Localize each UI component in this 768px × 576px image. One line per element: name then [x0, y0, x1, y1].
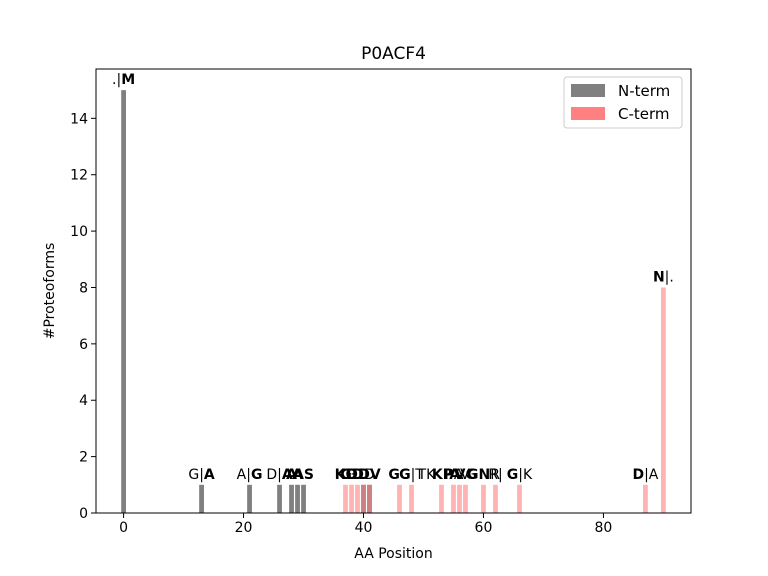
bar-c-term-40	[361, 484, 366, 513]
y-tick-label: 8	[79, 280, 88, 296]
bar-annotation: PA	[444, 467, 464, 483]
bar-annotation: GD	[340, 467, 362, 483]
bar-annotation: A	[292, 467, 303, 483]
legend: N-term C-term	[563, 76, 683, 129]
bar-annotation: DV	[358, 467, 381, 483]
x-tick-label: 60	[475, 520, 493, 536]
x-tick-label: 20	[235, 520, 253, 536]
y-tick-label: 0	[79, 506, 88, 522]
bar-c-term-53	[439, 484, 444, 513]
y-tick-label: 12	[70, 168, 88, 184]
x-axis-label: AA Position	[354, 546, 433, 562]
bar-annotation: VG	[455, 467, 477, 483]
bar-annotation: A|G	[237, 467, 263, 483]
bar-c-term-60	[481, 484, 486, 513]
bar-c-term-87	[643, 484, 648, 513]
bar-c-term-55	[451, 484, 456, 513]
bar-c-term-46	[397, 484, 402, 513]
y-tick-label: 4	[79, 393, 88, 409]
bar-c-term-48	[409, 484, 414, 513]
bar-annotation: KP	[432, 467, 451, 483]
bar-annotation: GNR	[467, 467, 500, 483]
bar-n-term-29	[295, 484, 300, 513]
legend-swatch-n-term	[571, 84, 605, 97]
x-tick-label: 0	[119, 520, 128, 536]
bar-c-term-37	[343, 484, 348, 513]
bar-c-term-57	[463, 484, 468, 513]
legend-label-c-term: C-term	[618, 105, 670, 123]
bar-annotation: G|T	[399, 467, 424, 483]
bar-c-term-56	[457, 484, 462, 513]
bar-c-term-66	[517, 484, 522, 513]
bar-annotation: A	[286, 467, 297, 483]
y-tick-label: 2	[79, 450, 88, 466]
bar-annotation: KG	[335, 467, 357, 483]
bar-annotation: G|K	[507, 467, 533, 483]
x-tick-label: 40	[355, 520, 373, 536]
bar-annotation: D|A	[632, 467, 658, 483]
legend-swatch-c-term	[571, 107, 605, 120]
axes-frame	[95, 68, 692, 514]
legend-label-n-term: N-term	[618, 82, 670, 100]
bar-n-term-21	[247, 484, 252, 513]
chart-title: P0ACF4	[361, 44, 426, 64]
bar-annotation: N|.	[653, 269, 674, 285]
bar-annotation: AS	[293, 467, 314, 483]
bar-n-term-30	[301, 484, 306, 513]
bar-c-term-39	[355, 484, 360, 513]
bar-n-term-28	[289, 484, 294, 513]
bar-n-term-0	[121, 90, 126, 514]
bar-c-term-62	[493, 484, 498, 513]
bar-annotation: G|A	[188, 467, 215, 483]
y-tick-label: 14	[70, 111, 88, 127]
bar-c-term-41	[367, 484, 372, 513]
bar-annotation: R|	[488, 467, 502, 483]
bar-annotation: DD	[352, 467, 374, 483]
bar-c-term-90	[661, 287, 666, 513]
bar-n-term-13	[199, 484, 204, 513]
bar-annotation: GG	[388, 467, 410, 483]
bar-n-term-26	[277, 484, 282, 513]
bar-annotation: DD	[346, 467, 368, 483]
bar-annotation: AV	[449, 467, 470, 483]
bar-annotation: .|M	[112, 72, 135, 88]
bar-annotation: TK	[417, 467, 437, 483]
bar-c-term-38	[349, 484, 354, 513]
x-tick-label: 80	[595, 520, 613, 536]
bar-annotation: D|A	[266, 467, 293, 483]
y-tick-label: 6	[79, 337, 88, 353]
y-tick-label: 10	[70, 224, 88, 240]
y-axis-label: #Proteoforms	[42, 243, 58, 340]
